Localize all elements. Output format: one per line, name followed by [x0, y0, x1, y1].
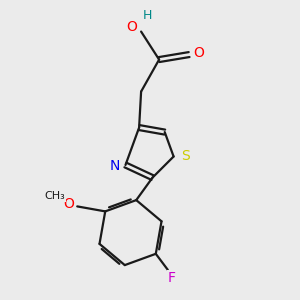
Text: N: N — [109, 159, 120, 173]
Text: H: H — [142, 9, 152, 22]
Text: CH₃: CH₃ — [45, 191, 66, 201]
Text: O: O — [194, 46, 205, 60]
Text: F: F — [168, 271, 176, 285]
Text: O: O — [127, 20, 137, 34]
Text: S: S — [181, 148, 190, 163]
Text: O: O — [63, 197, 74, 212]
